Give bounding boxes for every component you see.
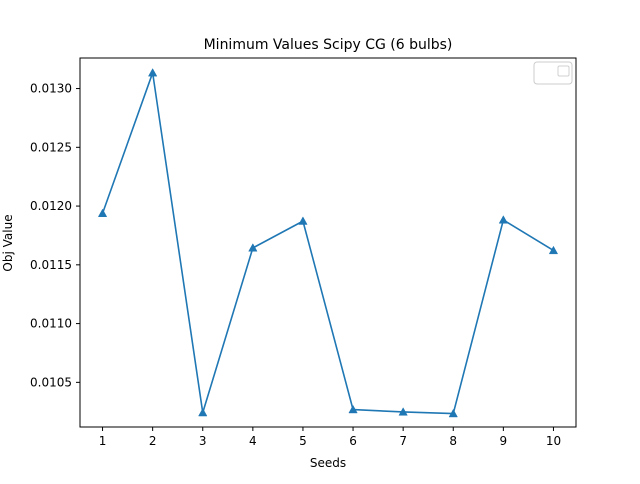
chart-title: Minimum Values Scipy CG (6 bulbs): [204, 37, 453, 53]
x-tick-label: 5: [299, 434, 307, 448]
x-tick-label: 8: [449, 434, 457, 448]
legend: [533, 61, 573, 85]
y-tick-label: 0.0115: [30, 258, 72, 272]
data-series: [97, 68, 559, 418]
data-point-marker: [148, 68, 158, 77]
axis-ticks: 1 2 3 4 5 6 7 8 9 10 0.0105 0.0110 0.0115 0.0120 0.012…: [30, 82, 561, 448]
x-tick-label: 6: [349, 434, 357, 448]
data-point-marker: [248, 243, 258, 252]
x-tick-label: 10: [546, 434, 561, 448]
y-tick-label: 0.0130: [30, 82, 72, 96]
plot-frame: [79, 57, 577, 428]
x-axis-label: Seeds: [310, 456, 346, 470]
data-point-marker: [198, 407, 208, 417]
data-point-marker: [97, 208, 108, 217]
y-tick-label: 0.0125: [30, 140, 72, 154]
x-tick-label: 9: [500, 434, 508, 448]
data-point-marker: [348, 404, 358, 414]
x-tick-label: 2: [149, 434, 157, 448]
data-point-marker: [498, 215, 508, 224]
data-point-marker: [298, 216, 308, 225]
x-tick-label: 1: [99, 434, 107, 448]
y-tick-label: 0.0105: [30, 375, 72, 389]
y-tick-label: 0.0110: [30, 317, 72, 331]
data-point-marker: [548, 245, 559, 255]
series-line: [101, 72, 555, 415]
data-point-marker: [398, 407, 408, 416]
x-tick-label: 3: [199, 434, 207, 448]
legend-frame: [533, 61, 573, 85]
data-point-marker: [448, 408, 458, 418]
x-tick-label: 7: [399, 434, 407, 448]
x-tick-label: 4: [249, 434, 257, 448]
y-axis-label: Obj Value: [1, 214, 15, 271]
legend-placeholder-icon: [557, 65, 570, 77]
y-tick-label: 0.0120: [30, 199, 72, 213]
